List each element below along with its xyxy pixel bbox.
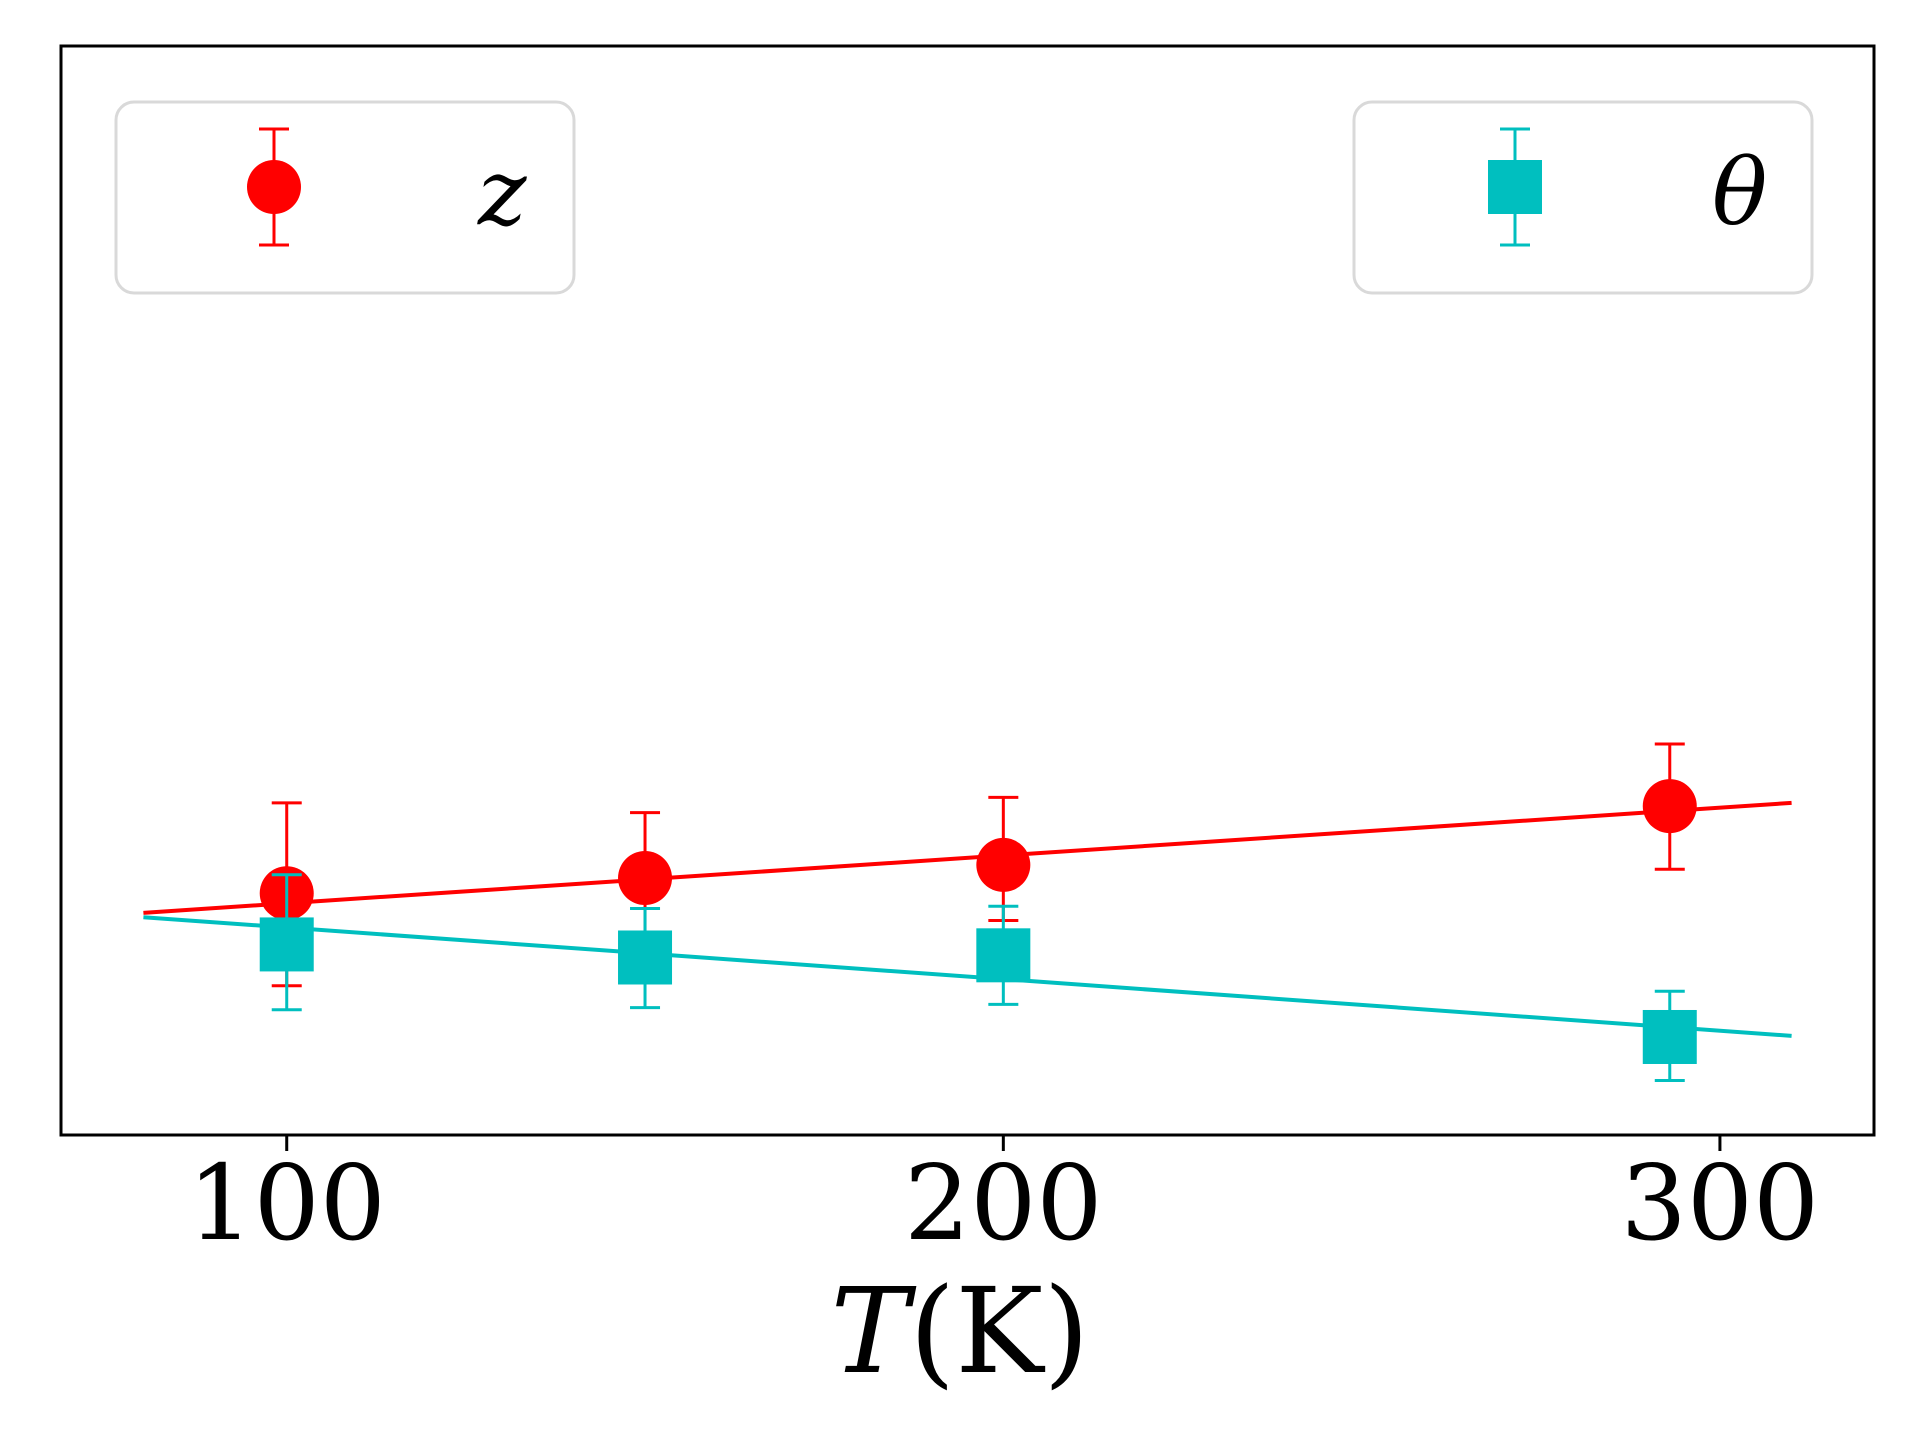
legend-marker-symbol [247, 160, 301, 214]
x-axis: 100 200 300 [187, 1135, 1819, 1264]
marker-z-1 [618, 850, 673, 905]
x-axis-label: T(K) [831, 1262, 1090, 1400]
x-tick-label-200: 200 [904, 1142, 1103, 1264]
x-axis-label-symbol: T [831, 1262, 917, 1400]
legend-theta-marker [1488, 127, 1542, 247]
legend-z-box [114, 100, 576, 295]
x-axis-label-unit: (K) [909, 1262, 1089, 1400]
fit-line-z [143, 800, 1792, 915]
data-point-theta-3 [1642, 989, 1697, 1083]
fit-line-theta [143, 915, 1792, 1038]
x-tick-label-300: 300 [1621, 1142, 1820, 1264]
x-tick-label-100: 100 [187, 1142, 386, 1264]
legend-marker-symbol [1488, 160, 1542, 214]
marker-theta-2 [976, 928, 1031, 983]
data-point-theta-0 [259, 873, 314, 1012]
data-point-z-3 [1642, 742, 1697, 871]
legend-z-label: z [477, 139, 527, 246]
legend-theta-box [1352, 100, 1814, 295]
marker-theta-0 [259, 917, 314, 972]
marker-z-2 [976, 837, 1031, 892]
legend-z-marker [247, 127, 301, 247]
data-point-z-2 [976, 795, 1031, 922]
marker-theta-3 [1642, 1009, 1697, 1064]
axes-frame [59, 44, 1876, 1137]
legend-theta: θ [1352, 100, 1814, 295]
legend-theta-label: θ [1712, 139, 1767, 246]
marker-theta-1 [618, 930, 673, 985]
marker-z-3 [1642, 779, 1697, 834]
plot-area [143, 742, 1792, 1083]
data-point-theta-2 [976, 904, 1031, 1006]
legend-z: z [114, 100, 576, 295]
data-point-theta-1 [618, 906, 673, 1010]
